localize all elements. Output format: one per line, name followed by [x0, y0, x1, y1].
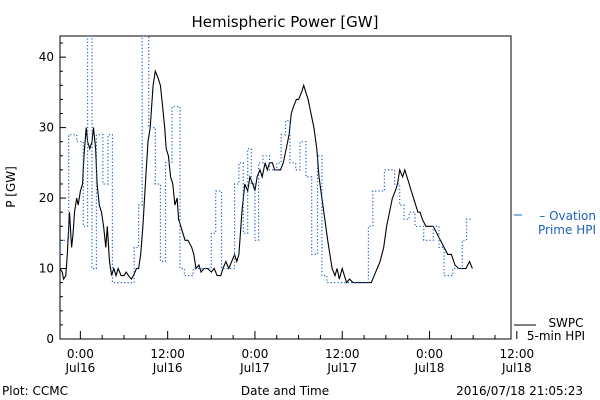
plot-frame — [59, 35, 512, 340]
plot-credit: Plot: CCMC — [2, 384, 68, 398]
chart-title: Hemispheric Power [GW] — [192, 13, 379, 31]
x-tick-time: 12:00 — [150, 347, 185, 361]
x-tick-time: 12:00 — [325, 347, 360, 361]
x-tick-time: 0:00 — [241, 347, 268, 361]
x-tick-time: 12:00 — [500, 347, 535, 361]
legend-swpc-line1: SWPC — [548, 316, 583, 330]
x-tick-date: Jul18 — [414, 361, 445, 375]
x-axis-ticks: 0:00Jul1612:00Jul160:00Jul1712:00Jul170:… — [64, 331, 534, 375]
legend-ovation-line1: – Ovation — [539, 209, 596, 223]
y-tick-label: 10 — [39, 262, 54, 276]
legend-swpc-line2: 5-min HPI — [527, 329, 585, 343]
x-tick-date: Jul17 — [239, 361, 270, 375]
y-tick-label: 20 — [39, 191, 54, 205]
x-tick-time: 0:00 — [416, 347, 443, 361]
y-tick-label: 30 — [39, 121, 54, 135]
x-tick-date: Jul17 — [326, 361, 357, 375]
y-axis-label: P [GW] — [4, 166, 18, 208]
plot-timestamp: 2016/07/18 21:05:23 — [456, 384, 583, 398]
swpc-hpi-series — [59, 69, 473, 284]
ovation-prime-series — [59, 35, 473, 284]
y-tick-label: 40 — [39, 50, 54, 64]
x-tick-date: Jul16 — [152, 361, 183, 375]
x-axis-label: Date and Time — [241, 384, 329, 398]
x-tick-date: Jul16 — [64, 361, 95, 375]
y-tick-label: 0 — [46, 332, 54, 346]
y-axis-ticks: 0 10 20 30 40 — [39, 42, 66, 346]
x-tick-time: 0:00 — [67, 347, 94, 361]
legend-ovation-line2: Prime HPI — [538, 223, 596, 237]
x-tick-date: Jul18 — [501, 361, 532, 375]
series-layer — [59, 35, 473, 284]
